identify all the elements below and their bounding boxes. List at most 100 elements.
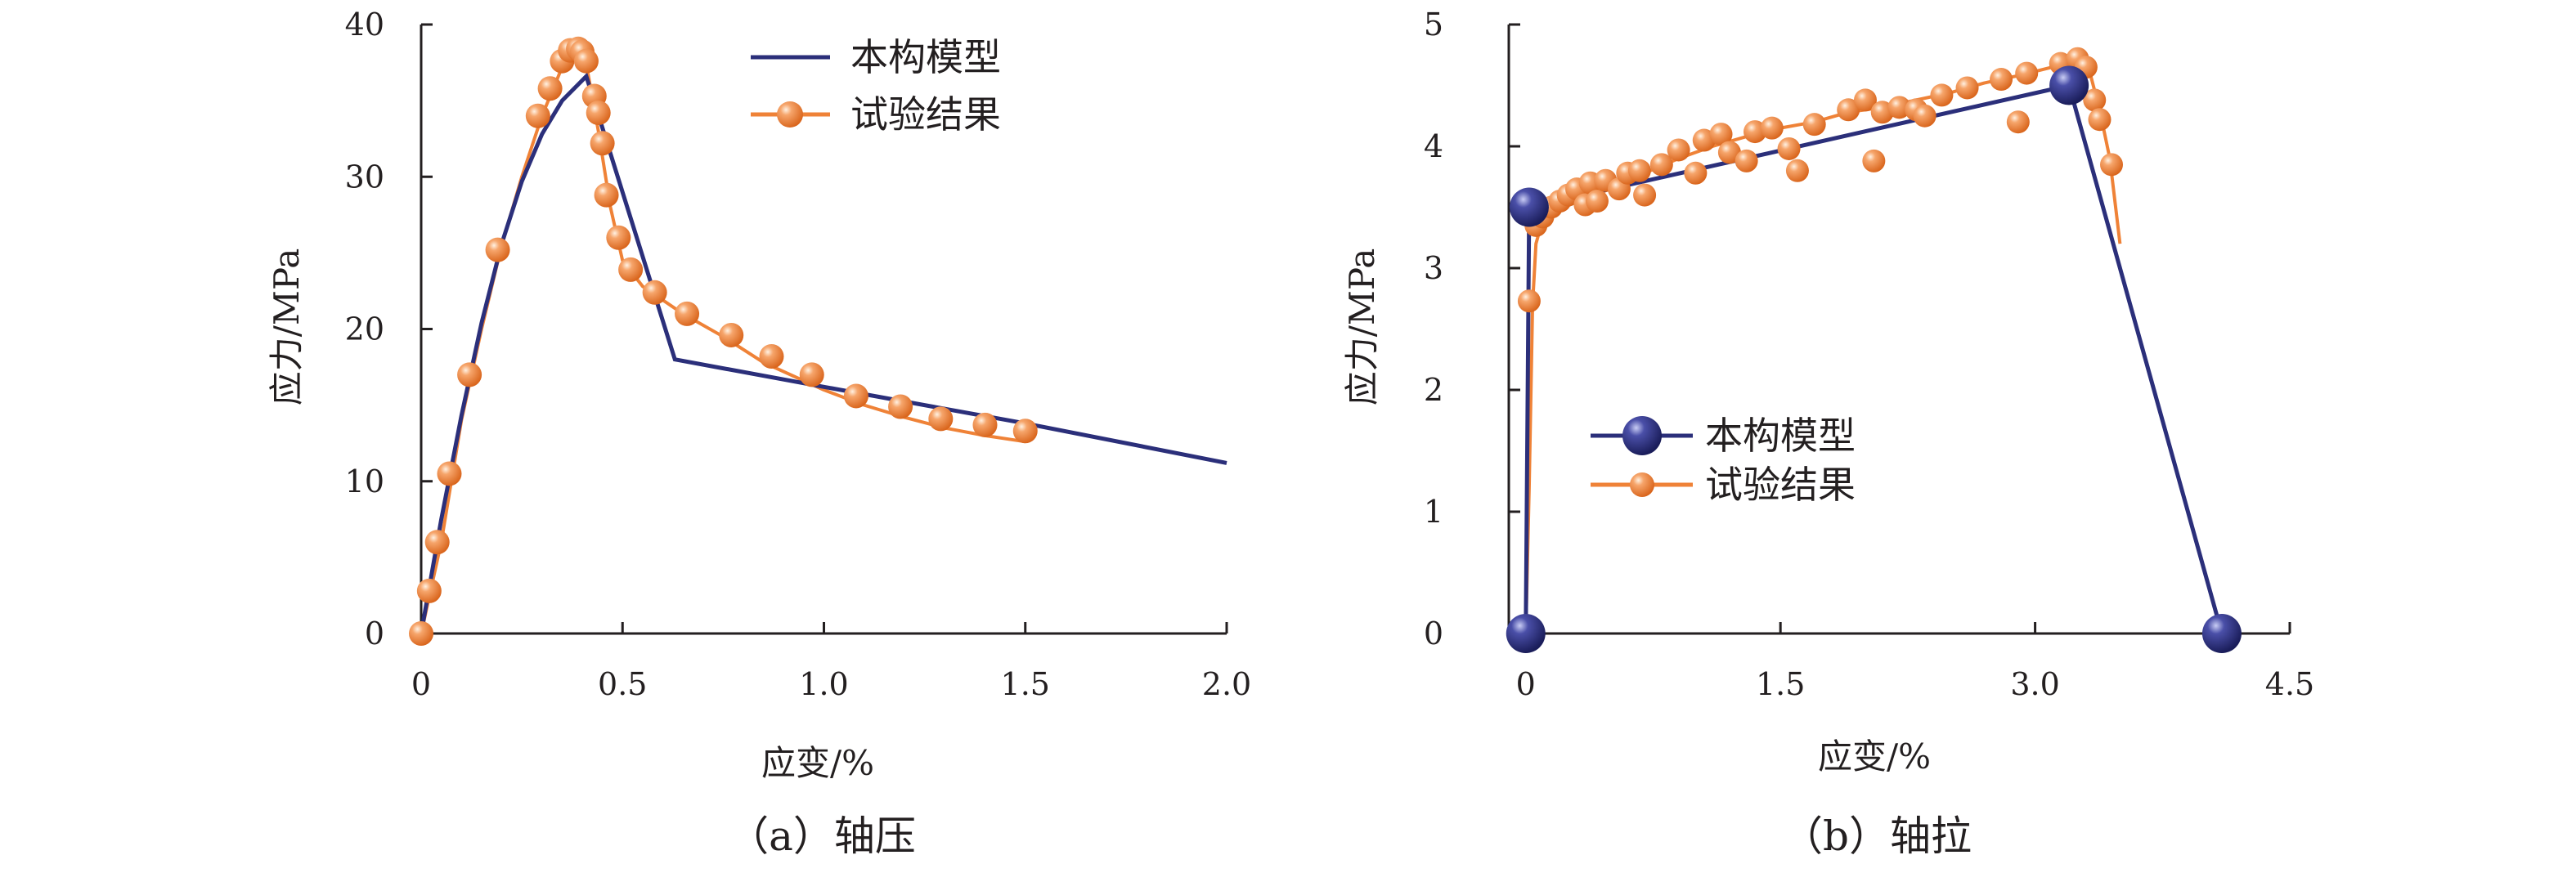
test-data-point [1735,149,1758,172]
test-data-point [409,621,433,646]
test-data-point [457,362,482,387]
test-data-point [1649,153,1673,177]
test-data-point [525,103,550,128]
chart-a-ylabel: 应力/MPa [267,248,307,406]
test-data-point [1913,104,1936,128]
model-data-point [2049,65,2089,105]
test-data-point [537,76,563,101]
test-data-point [594,182,619,208]
chart-a-tick-labels: 0 10 20 30 40 0 0.5 1.0 1.5 2.0 [345,7,1252,702]
test-data-point [2015,61,2039,85]
chart-b-legend-model-marker [1622,416,1662,455]
y-tick-label: 3 [1424,250,1443,286]
test-data-point [1667,138,1690,162]
chart-a-xlabel: 应变/% [761,743,874,783]
chart-b-model-markers [1506,65,2242,653]
chart-a-axes [420,23,1228,635]
test-data-point [719,322,744,347]
y-tick-label: 40 [345,7,384,43]
test-data-point [843,383,868,409]
test-data-point [606,225,631,250]
test-data-point [2088,108,2112,132]
test-data-point [642,280,667,305]
model-series-line [419,72,1227,634]
test-data-point [1717,141,1741,164]
y-tick-label: 20 [345,311,384,347]
chart-b-xlabel: 应变/% [1818,736,1931,777]
y-tick-label: 1 [1424,494,1443,530]
y-tick-label: 5 [1424,7,1443,43]
test-data-point [1887,96,1911,119]
x-tick-label: 3.0 [2010,666,2059,702]
test-data-point [1990,68,2013,92]
y-tick-label: 4 [1424,128,1443,164]
chart-a-legend-test-label: 试验结果 [850,92,1001,137]
test-data-point [759,344,784,369]
chart-a-test-markers [409,36,1038,646]
chart-b-legend-model-label: 本构模型 [1705,414,1856,458]
test-data-point [485,237,510,262]
chart-b-legend: 本构模型 试验结果 [1591,414,1856,507]
y-tick-label: 2 [1424,372,1443,408]
y-tick-label: 0 [365,616,384,651]
test-data-point [590,131,615,156]
test-data-point [1777,137,1801,160]
test-data-point [1517,289,1541,313]
x-tick-label: 2.0 [1202,666,1251,702]
test-data-point [799,362,824,387]
test-data-point [416,578,442,603]
test-data-point [1930,83,1954,107]
test-data-point [928,406,954,432]
y-tick-label: 30 [345,159,384,195]
test-data-point [1785,159,1809,182]
chart-b: 0 1 2 3 4 5 0 1.5 3.0 4.5 应力/MPa 应变/% （b）轴拉 本构模型 … [1342,7,2314,860]
test-curve-line [1524,59,2122,634]
x-tick-label: 0 [1516,666,1536,702]
x-tick-label: 0.5 [598,666,647,702]
x-tick-label: 1.0 [799,666,848,702]
test-data-point [1684,161,1708,185]
test-data-point [1633,183,1657,207]
test-data-point [1853,88,1877,112]
x-tick-label: 1.5 [1756,666,1805,702]
test-data-point [424,530,450,555]
test-data-point [1760,116,1784,140]
chart-a: 0 10 20 30 40 0 0.5 1.0 1.5 2.0 应力/MPa 应变/% （a）轴压… [267,7,1251,860]
chart-a-model-line [419,72,1227,634]
model-data-point [1509,187,1549,227]
test-data-point [888,394,913,419]
chart-a-legend-test-marker [777,101,803,128]
chart-b-test-curve [1524,59,2122,634]
y-tick-label: 10 [345,463,384,499]
chart-b-test-markers [1517,47,2124,313]
test-data-point [1802,113,1826,137]
test-data-point [2100,153,2124,177]
chart-b-tick-labels: 0 1 2 3 4 5 0 1.5 3.0 4.5 [1424,7,2314,702]
test-data-point [1955,76,1979,100]
chart-a-legend: 本构模型 试验结果 [751,35,1001,137]
test-data-point [2083,88,2107,112]
x-tick-label: 4.5 [2265,666,2314,702]
test-data-point [1837,98,1860,122]
test-data-point [1862,149,1886,172]
x-tick-label: 1.5 [1001,666,1050,702]
test-data-point [972,412,998,437]
test-data-point [2006,110,2030,134]
test-data-point [675,301,700,326]
test-data-point [1585,190,1609,213]
test-data-point [573,48,599,74]
test-data-point [1012,419,1038,444]
chart-b-legend-test-label: 试验结果 [1705,463,1856,507]
test-data-point [437,461,462,486]
model-data-point [2201,614,2242,653]
chart-b-ylabel: 应力/MPa [1342,248,1382,406]
model-data-point [1506,614,1546,653]
test-data-point [1627,159,1651,182]
chart-a-caption: （a）轴压 [728,813,916,860]
chart-b-legend-test-marker [1630,472,1654,497]
test-data-point [586,101,611,126]
x-tick-label: 0 [411,666,431,702]
test-data-point [1709,123,1733,146]
test-data-point [618,257,644,282]
